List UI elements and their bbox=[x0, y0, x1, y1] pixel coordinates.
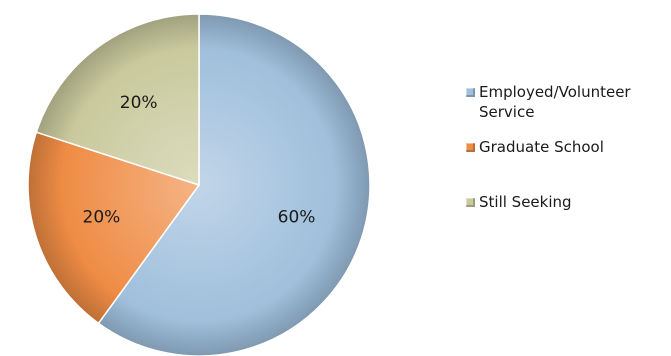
data-label-graduate-school: 20% bbox=[83, 208, 121, 228]
legend-swatch-graduate-school bbox=[466, 143, 475, 152]
pie-plot-area: 60% 20% 20% bbox=[27, 13, 371, 356]
legend-item-still-seeking: Still Seeking bbox=[466, 192, 669, 212]
legend-item-graduate-school: Graduate School bbox=[466, 137, 669, 157]
legend-label-still-seeking: Still Seeking bbox=[479, 193, 572, 211]
legend-swatch-still-seeking bbox=[466, 198, 475, 207]
pie-slice-employed-volunteer-service bbox=[97, 13, 371, 356]
legend-label-employed-volunteer-service: Employed/Volunteer Service bbox=[479, 83, 631, 121]
legend-swatch-employed-volunteer-service bbox=[466, 88, 475, 97]
data-label-still-seeking: 20% bbox=[120, 93, 158, 113]
data-label-employed-volunteer-service: 60% bbox=[278, 208, 316, 228]
pie-slice-still-seeking bbox=[35, 13, 200, 187]
legend-item-employed-volunteer-service: Employed/Volunteer Service bbox=[466, 82, 669, 122]
pie-slice-graduate-school bbox=[27, 131, 201, 325]
legend-label-graduate-school: Graduate School bbox=[479, 138, 604, 156]
